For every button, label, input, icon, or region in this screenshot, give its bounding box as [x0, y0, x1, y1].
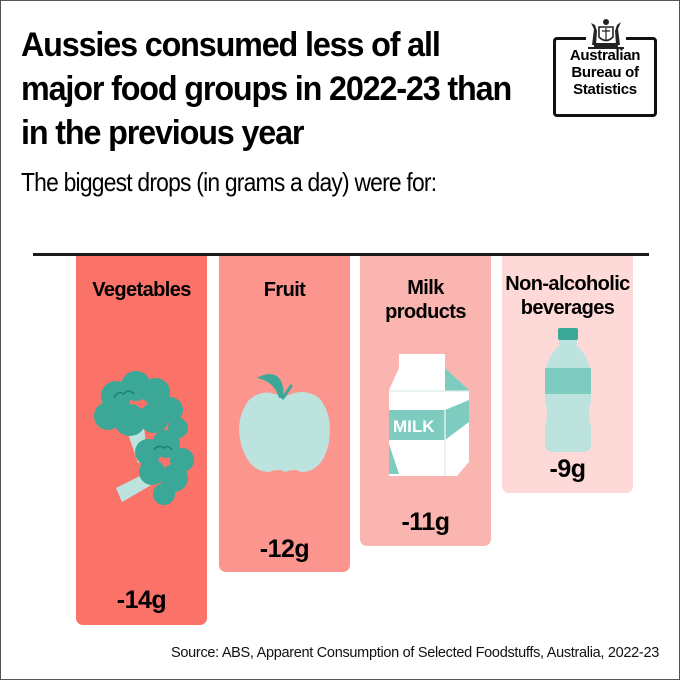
bar-label: Milk products [360, 276, 491, 324]
abs-logo: Australian Bureau of Statistics [553, 17, 657, 117]
bar-value: -11g [401, 508, 450, 536]
logo-text: Australian Bureau of Statistics [553, 47, 657, 98]
logo-line-1: Australian [569, 47, 641, 64]
bar-label: Fruit [219, 278, 350, 302]
bar-label-line: products [385, 301, 466, 323]
bar-fruit: Fruit -12g [219, 256, 350, 572]
coat-of-arms-icon [586, 17, 626, 51]
bar-non-alcoholic-beverages: Non-alcoholic beverages -9g [502, 256, 633, 493]
bar-label-line: Fruit [263, 279, 306, 301]
logo-line-2: Bureau of [571, 64, 639, 81]
bar-vegetables: Vegetables -14g [76, 256, 207, 625]
page-subtitle: The biggest drops (in grams a day) were … [21, 167, 437, 197]
bar-label-line: Non-alcoholic [505, 273, 630, 295]
bar-value: -14g [116, 586, 167, 614]
bar-value: -12g [259, 535, 310, 563]
bar-label: Non-alcoholic beverages [502, 272, 633, 320]
bar-label-line: Milk [407, 277, 444, 299]
chart-baseline [33, 253, 649, 256]
milk-text: MILK [393, 417, 435, 436]
page-title: Aussies consumed less of all major food … [21, 26, 512, 152]
bar-label: Vegetables [76, 278, 207, 302]
bar-label-line: Vegetables [92, 279, 191, 301]
bar-label-line: beverages [520, 297, 615, 319]
milk-carton-icon: MILK [385, 350, 469, 481]
broccoli-icon [86, 368, 196, 523]
bar-milk-products: Milk products MILK -11g [360, 256, 491, 546]
water-bottle-icon [543, 328, 593, 457]
bar-value: -9g [549, 455, 587, 483]
logo-line-3: Statistics [573, 81, 637, 98]
source-note: Source: ABS, Apparent Consumption of Sel… [171, 645, 659, 661]
apple-icon [235, 368, 335, 483]
